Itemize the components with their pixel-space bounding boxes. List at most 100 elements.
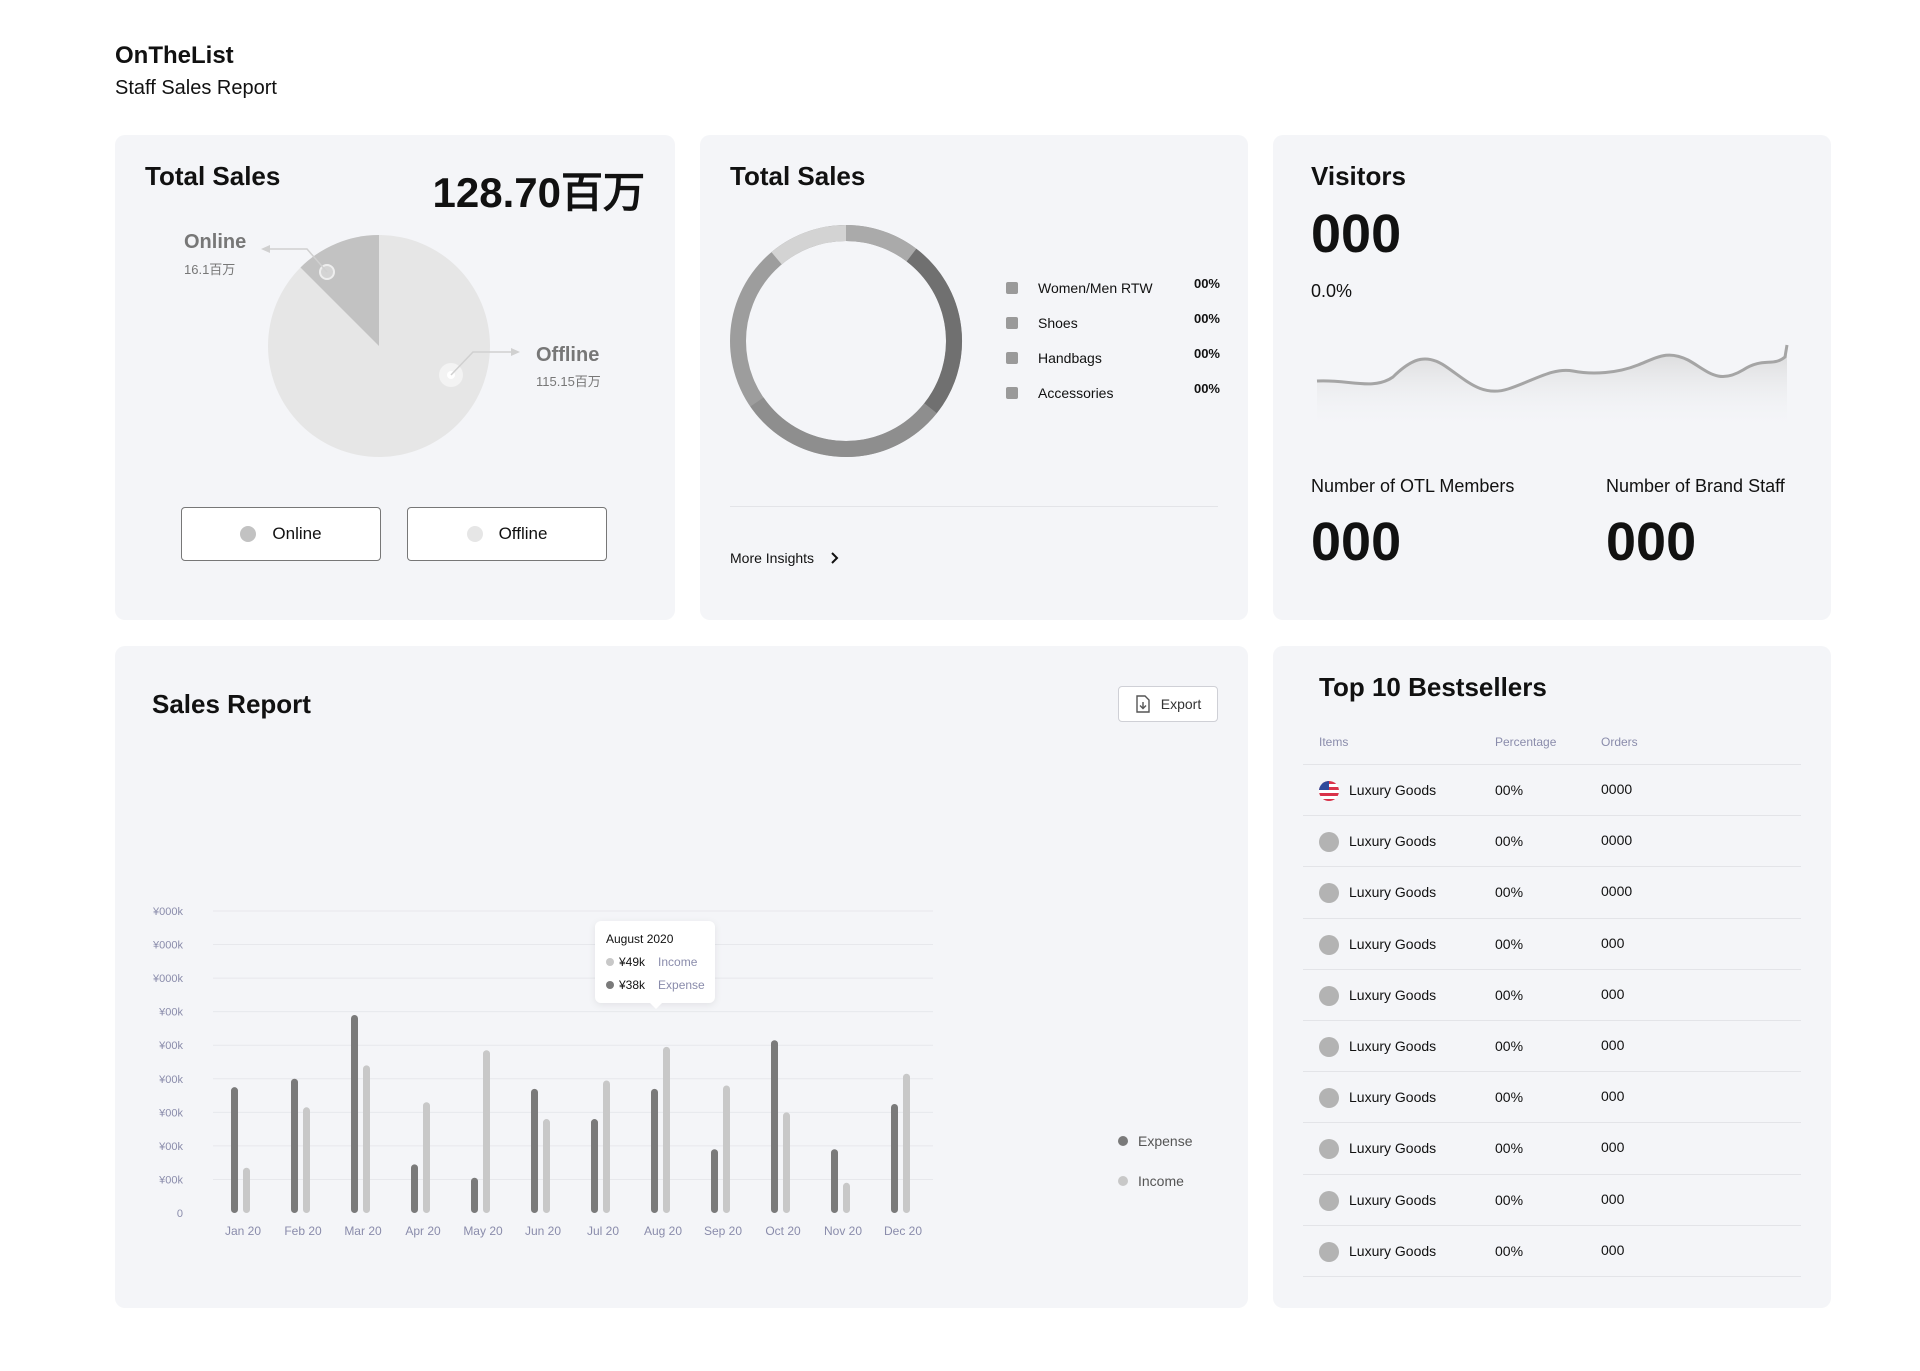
staff-value: 000: [1606, 512, 1697, 572]
bar-expense[interactable]: [231, 1087, 238, 1213]
donut-segment-women-men-rtw[interactable]: [906, 248, 962, 414]
sparkline-line: [1316, 344, 1789, 393]
sales-bar-chart: 0 ¥00k ¥00k ¥00k ¥00k ¥00k ¥00k ¥000k ¥000k ¥000k…: [152, 906, 933, 1238]
col-header-orders[interactable]: Orders: [1601, 735, 1638, 749]
bar-income[interactable]: [603, 1080, 610, 1213]
bar-income[interactable]: [423, 1102, 430, 1213]
online-value: 16.1百万: [184, 262, 236, 277]
cell-orders: 0000: [1601, 883, 1633, 900]
table-row[interactable]: Luxury Goods 00% 000: [1303, 968, 1801, 1020]
offline-filter-button[interactable]: Offline: [407, 507, 607, 561]
tooltip-expense-label: Expense: [658, 978, 705, 992]
pie-slice-online[interactable]: [300, 235, 380, 346]
online-filter-button[interactable]: Online: [181, 507, 381, 561]
donut-segment-shoes[interactable]: [845, 224, 917, 262]
bar-expense[interactable]: [591, 1119, 598, 1213]
expense-dot-icon: [606, 981, 614, 989]
x-tick-label: Oct 20: [765, 1224, 801, 1238]
bar-income[interactable]: [543, 1119, 550, 1213]
legend-income[interactable]: Income: [1118, 1173, 1184, 1189]
export-button[interactable]: Export: [1118, 686, 1218, 722]
sales-report-card: Sales Report Export 0 ¥00k ¥00k ¥00k ¥00k ¥00…: [115, 646, 1248, 1308]
table-row[interactable]: Luxury Goods 00% 000: [1303, 1173, 1801, 1225]
legend-item[interactable]: Accessories 00%: [1006, 381, 1220, 404]
more-insights-label: More Insights: [730, 550, 815, 566]
legend-item[interactable]: Handbags 00%: [1006, 346, 1220, 369]
members-label: Number of OTL Members: [1311, 476, 1515, 496]
bar-income[interactable]: [483, 1050, 490, 1213]
bar-expense[interactable]: [711, 1149, 718, 1213]
bar-expense[interactable]: [291, 1078, 298, 1213]
bar-income[interactable]: [903, 1073, 910, 1213]
bar-income[interactable]: [303, 1107, 310, 1213]
bar-income[interactable]: [723, 1085, 730, 1213]
legend-swatch: [1006, 317, 1018, 329]
offline-value: 115.15百万: [536, 374, 601, 389]
y-tick-label: ¥00k: [158, 1007, 183, 1019]
donut-segment-handbags[interactable]: [750, 397, 937, 457]
donut-segment-accessories[interactable]: [771, 225, 847, 265]
y-tick-label: ¥000k: [152, 906, 183, 918]
table-row[interactable]: Luxury Goods 00% 000: [1303, 1071, 1801, 1122]
bar-expense[interactable]: [531, 1088, 538, 1213]
legend-pct: 00%: [1193, 346, 1220, 361]
flag-canton: [1319, 781, 1329, 790]
cell-orders: 000: [1601, 934, 1625, 951]
tooltip-income-label: Income: [658, 955, 698, 969]
col-header-percentage[interactable]: Percentage: [1495, 735, 1557, 749]
table-row[interactable]: Luxury Goods 00% 000: [1303, 1122, 1801, 1173]
cell-pct: 00%: [1495, 1089, 1524, 1106]
bar-expense[interactable]: [651, 1088, 658, 1213]
x-tick-label: Dec 20: [884, 1224, 922, 1238]
more-insights-link[interactable]: More Insights: [730, 550, 840, 566]
card-title: Top 10 Bestsellers: [1319, 672, 1547, 702]
legend-swatch: [1006, 352, 1018, 364]
cell-pct: 00%: [1495, 935, 1524, 952]
cell-orders: 000: [1601, 1088, 1625, 1105]
bar-income[interactable]: [783, 1112, 790, 1213]
legend-item[interactable]: Shoes 00%: [1006, 311, 1220, 334]
cell-orders: 000: [1601, 1190, 1625, 1207]
table-row[interactable]: Luxury Goods 00% 0000: [1303, 866, 1801, 917]
table-row[interactable]: Luxury Goods 00% 000: [1303, 1224, 1801, 1276]
bar-expense[interactable]: [771, 1040, 778, 1213]
legend-expense[interactable]: Expense: [1118, 1133, 1192, 1149]
cell-item: Luxury Goods: [1349, 782, 1437, 798]
cell-pct: 00%: [1495, 1140, 1524, 1157]
table-row[interactable]: Luxury Goods 00% 0000: [1303, 764, 1801, 815]
cell-pct: 00%: [1495, 884, 1524, 901]
members-value: 000: [1311, 512, 1402, 572]
table-row[interactable]: Luxury Goods 00% 000: [1303, 1020, 1801, 1071]
bar-income[interactable]: [843, 1182, 850, 1213]
bar-income[interactable]: [363, 1065, 370, 1213]
bar-expense[interactable]: [351, 1015, 358, 1213]
bar-expense[interactable]: [891, 1103, 898, 1213]
cell-item: Luxury Goods: [1349, 986, 1437, 1003]
circle-icon: [1319, 1190, 1339, 1211]
legend-item[interactable]: Women/Men RTW 00%: [1006, 276, 1220, 299]
col-header-items[interactable]: Items: [1319, 735, 1349, 749]
table-row[interactable]: Luxury Goods 00% 0000: [1303, 815, 1801, 866]
circle-icon: [1319, 1088, 1339, 1109]
offline-leader-line: [450, 351, 513, 376]
bar-income[interactable]: [663, 1046, 670, 1213]
bar-expense[interactable]: [471, 1177, 478, 1213]
bar-expense[interactable]: [831, 1149, 838, 1213]
y-tick-label: ¥00k: [158, 1141, 183, 1153]
circle-icon: [1319, 1241, 1339, 1262]
cell-orders: 000: [1601, 985, 1625, 1002]
x-tick-label: Feb 20: [284, 1224, 322, 1238]
export-file-icon: [1136, 695, 1150, 713]
card-title: Visitors: [1311, 161, 1406, 191]
y-tick-label: ¥00k: [158, 1107, 183, 1119]
legend-pct: 00%: [1193, 311, 1220, 326]
table-row[interactable]: Luxury Goods 00% 000: [1303, 917, 1801, 969]
bar-expense[interactable]: [411, 1164, 418, 1213]
cell-pct: 00%: [1495, 782, 1524, 798]
bar-income[interactable]: [243, 1167, 250, 1213]
tooltip-income-value: ¥49k: [619, 955, 646, 969]
circle-icon: [1319, 985, 1339, 1006]
y-tick-label: 0: [177, 1208, 183, 1220]
visitors-change: 0.0%: [1311, 281, 1353, 301]
y-tick-label: ¥000k: [152, 940, 183, 952]
